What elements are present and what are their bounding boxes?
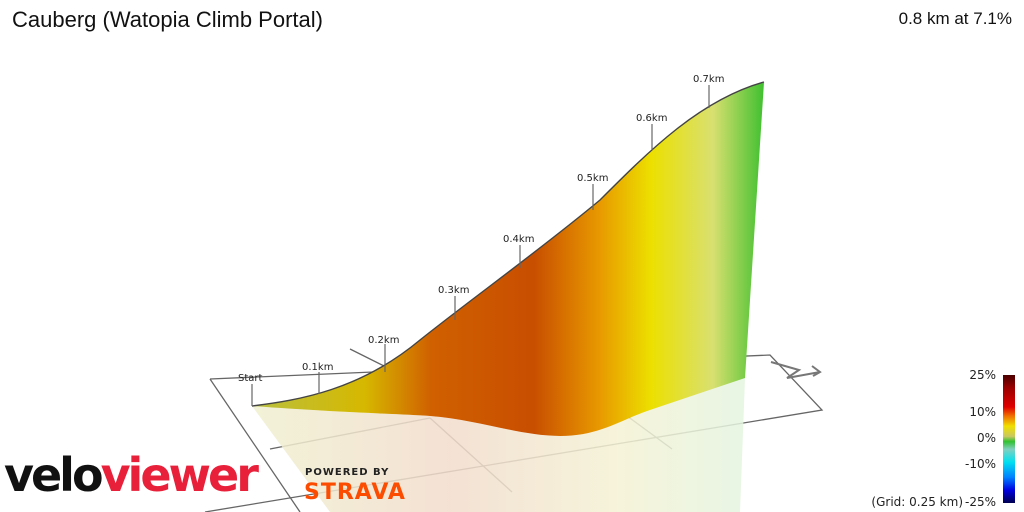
powered-by-label: POWERED BY bbox=[305, 467, 390, 478]
distance-labels: Start 0.1km 0.2km 0.3km 0.4km 0.5km 0.6k… bbox=[238, 74, 724, 384]
marker-label: 0.1km bbox=[302, 362, 333, 373]
logo-viewer: viewer bbox=[100, 448, 259, 502]
marker-label: 0.7km bbox=[693, 74, 724, 85]
marker-label: 0.4km bbox=[503, 234, 534, 245]
veloviewer-logo[interactable]: veloviewer bbox=[4, 452, 259, 498]
climb-summary: 0.8 km at 7.1% bbox=[898, 9, 1012, 28]
marker-label: Start bbox=[238, 373, 263, 384]
marker-label: 0.3km bbox=[438, 285, 469, 296]
distance-markers bbox=[251, 85, 710, 406]
marker-label: 0.2km bbox=[368, 335, 399, 346]
profile-ridge bbox=[251, 81, 765, 407]
page-title: Cauberg (Watopia Climb Portal) bbox=[12, 7, 323, 32]
strava-logo[interactable]: STRAVA bbox=[304, 480, 406, 505]
profile-shadow bbox=[252, 378, 745, 512]
profile-wall bbox=[252, 82, 764, 436]
logo-velo: velo bbox=[4, 448, 104, 502]
north-arrow-icon bbox=[770, 361, 822, 379]
marker-label: 0.6km bbox=[636, 113, 667, 124]
marker-label: 0.5km bbox=[577, 173, 608, 184]
